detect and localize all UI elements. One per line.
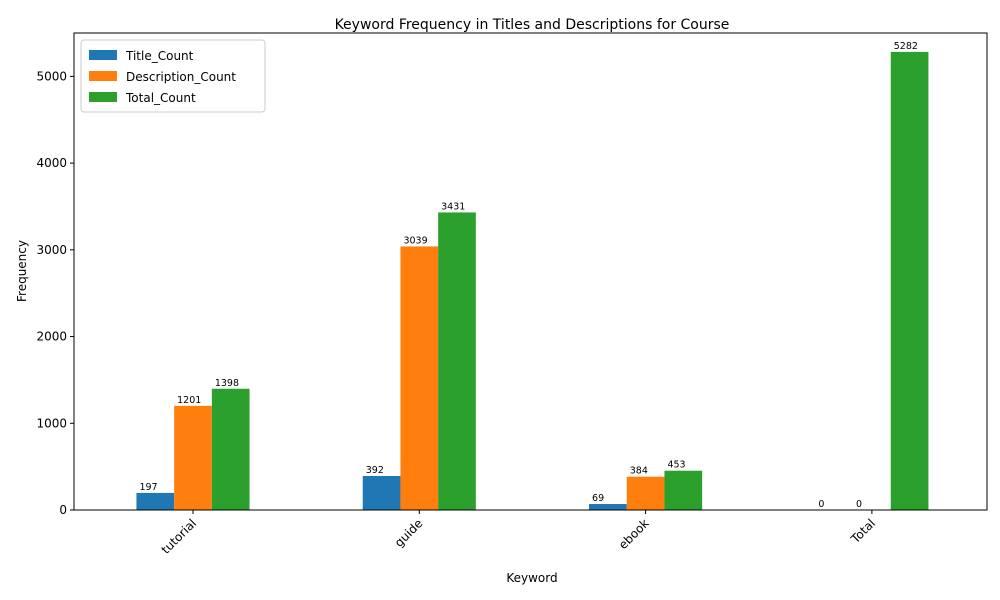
bar-description-count-ebook — [626, 476, 665, 510]
bar-description-count-guide — [400, 246, 439, 510]
bar-title-count-ebook — [589, 504, 627, 510]
chart-title: Keyword Frequency in Titles and Descript… — [335, 17, 730, 33]
bar-title-count-guide — [362, 476, 401, 510]
bar-title-count-tutorial — [136, 492, 175, 510]
bar-total-count-ebook — [664, 470, 703, 510]
data-label-total-count-total: 5282 — [894, 41, 918, 52]
x-tick-label-guide: guide — [392, 516, 426, 550]
data-label-total-count-ebook: 453 — [667, 460, 685, 471]
legend: Title_Count Description_Count Total_Count — [80, 39, 266, 113]
legend-swatch-title-count — [89, 50, 117, 60]
y-tick-label: 3000 — [36, 243, 67, 257]
bar-total-count-total — [890, 51, 929, 510]
bars-group — [136, 51, 929, 510]
data-label-title-count-tutorial: 197 — [139, 482, 157, 493]
data-label-total-count-guide: 3431 — [441, 201, 465, 212]
x-tick-label-total: Total — [848, 516, 878, 546]
data-label-title-count-guide: 392 — [366, 465, 384, 476]
legend-swatch-description-count — [89, 71, 117, 81]
legend-label-total-count: Total_Count — [125, 91, 196, 105]
data-label-description-count-ebook: 384 — [630, 466, 648, 477]
legend-label-title-count: Title_Count — [125, 49, 194, 63]
data-label-title-count-total: 0 — [818, 499, 824, 510]
data-label-description-count-tutorial: 1201 — [177, 395, 201, 406]
legend-swatch-total-count — [89, 92, 117, 102]
x-axis: tutorial guide ebook Total — [159, 510, 878, 557]
bar-description-count-tutorial — [174, 405, 212, 510]
legend-frame — [80, 39, 266, 113]
y-axis-title: Frequency — [15, 240, 29, 302]
y-tick-label: 4000 — [36, 156, 67, 170]
x-axis-title: Keyword — [506, 571, 557, 585]
y-tick-label: 1000 — [36, 416, 67, 430]
data-labels-group: 197 392 69 0 1201 3039 384 0 1398 3431 453 5282 — [139, 41, 917, 510]
y-tick-label: 5000 — [36, 69, 67, 83]
data-label-description-count-total: 0 — [856, 499, 862, 510]
x-tick-label-tutorial: tutorial — [159, 516, 200, 557]
bar-total-count-tutorial — [211, 388, 250, 510]
y-tick-label: 2000 — [36, 330, 67, 344]
data-label-description-count-guide: 3039 — [403, 235, 427, 246]
plot-frame — [73, 32, 988, 511]
y-axis: 0 1000 2000 3000 4000 5000 — [36, 69, 74, 517]
data-label-title-count-ebook: 69 — [592, 493, 604, 504]
x-tick-label-ebook: ebook — [616, 516, 652, 552]
y-tick-label: 0 — [59, 503, 67, 517]
data-label-total-count-tutorial: 1398 — [215, 378, 239, 389]
legend-label-description-count: Description_Count — [126, 70, 236, 84]
bar-total-count-guide — [438, 212, 476, 510]
